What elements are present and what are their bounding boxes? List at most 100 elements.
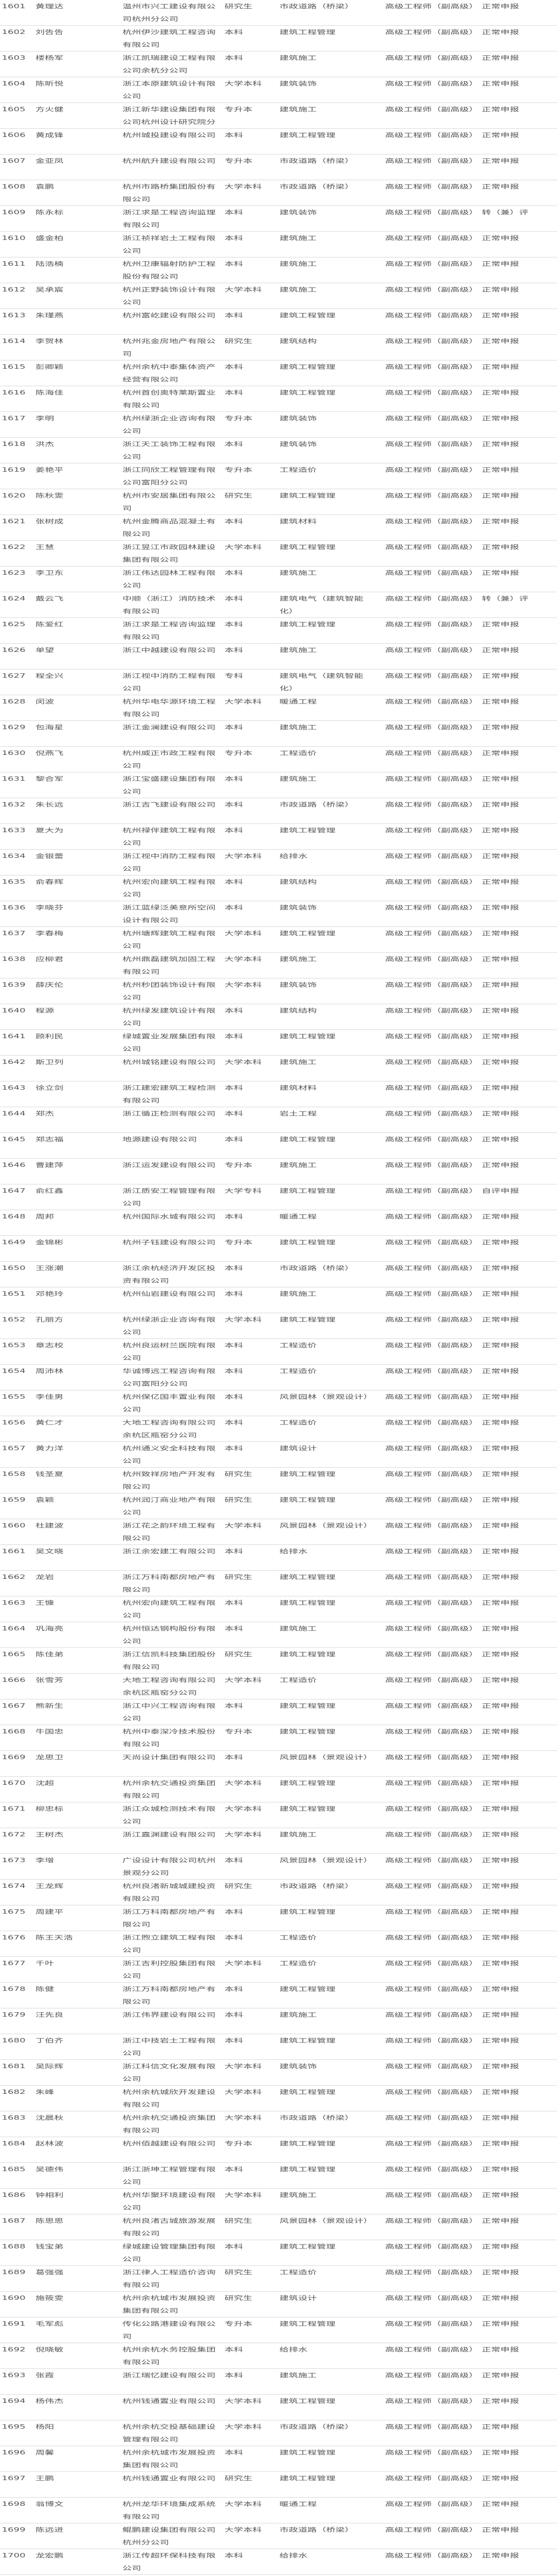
- table-row: 1688 钱宝弟 绿城建设管理集团有限公司 本科 建筑工程管理 高级工程师（副高级） 正常申…: [0, 2240, 557, 2266]
- company-name: 浙江昱江市政园林建设集团有限公司: [122, 544, 216, 563]
- table-row: 1604 陈昕悦 浙江本原建筑设计有限公司 大学本科 建筑装饰 高级工程师（副高级） 正常申…: [0, 77, 557, 103]
- major: 建筑工程管理: [279, 493, 336, 499]
- company-name: 杭州威正市政工程有限公司: [122, 750, 216, 769]
- major: 给排水: [279, 1548, 308, 1555]
- application-type: 正常申报: [481, 544, 519, 551]
- application-type: 正常申报: [481, 2372, 519, 2379]
- table-row: 1632 朱长远 浙江吉飞建设有限公司 本科 市政道路（桥梁） 高级工程师（副高级） 正常申…: [0, 798, 557, 824]
- table-row: 1665 陈佳弟 浙江信凯科技集团股份有限公司 研究生 建筑工程管理 高级工程师（副高级）…: [0, 1648, 557, 1674]
- education: 本科: [224, 55, 243, 61]
- major: 建筑工程管理: [279, 1986, 336, 1993]
- company-name: 浙江浙坤工程管理有限公司: [122, 2166, 216, 2185]
- major: 建筑工程管理: [279, 1471, 336, 1478]
- table-row: 1666 张雪芳 大地工程咨询有限公司余杭区瓶窑分公司 大学本科 工程造价 高级工程师（副…: [0, 1674, 557, 1699]
- title-level: 高级工程师（副高级）: [385, 2501, 479, 2508]
- table-row: 1677 千叶 浙江吉利控股集团有限公司 大学本科 工程造价 高级工程师（副高级） 正常申报: [0, 1957, 557, 1983]
- application-type: 正常申报: [481, 1213, 519, 1220]
- row-number: 1622: [2, 544, 26, 551]
- applicant-name: 陈远进: [35, 2527, 64, 2533]
- major: 市政道路（桥梁）: [279, 1265, 354, 1272]
- company-name: 杭州富屹建设有限公司: [122, 312, 216, 319]
- row-number: 1638: [2, 956, 26, 963]
- company-name: 浙江运发建设有限公司: [122, 1162, 216, 1169]
- application-type: 正常申报: [481, 2012, 519, 2018]
- education: 本科: [224, 621, 243, 628]
- application-type: 正常申报: [481, 570, 519, 576]
- table-row: 1675 周建平 浙江万科南都房地产有限公司 本科 建筑工程管理 高级工程师（副高级） 正常…: [0, 1905, 557, 1931]
- applicant-name: 杨伟杰: [35, 2398, 64, 2405]
- education: 本科: [224, 1394, 243, 1400]
- education: 专科: [224, 673, 243, 679]
- row-number: 1615: [2, 364, 26, 370]
- company-name: 浙江余杭经济开发区投资有限公司: [122, 1265, 216, 1284]
- applicant-name: 沈超: [35, 1780, 54, 1787]
- row-number: 1660: [2, 1522, 26, 1529]
- application-type: 正常申报: [481, 1677, 519, 1684]
- education: 本科: [224, 1754, 243, 1761]
- row-number: 1671: [2, 1806, 26, 1812]
- major: 建筑工程管理: [279, 1780, 336, 1787]
- education: 大学本科: [224, 544, 262, 551]
- education: 研究生: [224, 338, 252, 345]
- title-level: 高级工程师（副高级）: [385, 1342, 479, 1349]
- major: 建筑装饰: [279, 905, 317, 911]
- table-row: 1643 徐立剑 浙江建宏建筑工程检测有限公司 本科 建筑材料 高级工程师（副高级） 正常申…: [0, 1081, 557, 1107]
- education: 研究生: [224, 1471, 252, 1478]
- row-number: 1646: [2, 1162, 26, 1169]
- title-level: 高级工程师（副高级）: [385, 235, 479, 242]
- education: 专升本: [224, 158, 252, 164]
- application-type: 正常申报: [481, 1806, 519, 1812]
- education: 大学本科: [224, 1831, 262, 1838]
- table-row: 1647 俞红鑫 浙江质安工程管理有限公司 大学专科 建筑工程管理 高级工程师（副高级）自…: [0, 1184, 557, 1210]
- application-type: 正常申报: [481, 2140, 519, 2147]
- company-name: 杭州余杭中泰集体资产经营有限公司: [122, 364, 216, 383]
- application-type: 正常申报: [481, 2449, 519, 2456]
- title-level: 高级工程师（副高级）: [385, 544, 479, 551]
- major: 建筑设计: [279, 2295, 317, 2302]
- row-number: 1630: [2, 750, 26, 757]
- education: 本科: [224, 235, 243, 242]
- application-type: 正常申报: [481, 1059, 519, 1066]
- row-number: 1613: [2, 312, 26, 319]
- row-number: 1684: [2, 2140, 26, 2147]
- applicant-name: 钱圣夏: [35, 1471, 64, 1478]
- row-number: 1607: [2, 158, 26, 164]
- title-level: 高级工程师（副高级）: [385, 2012, 479, 2018]
- company-name: 浙江伟达园林工程有限公司: [122, 570, 216, 589]
- major: 市政道路（桥梁）: [279, 2527, 354, 2533]
- education: 本科: [224, 1625, 243, 1632]
- company-name: 杭州余杭交通投资集团有限公司: [122, 2115, 216, 2134]
- title-level: 高级工程师（副高级）: [385, 1703, 479, 1709]
- row-number: 1663: [2, 1600, 26, 1606]
- education: 专升本: [224, 1239, 252, 1246]
- company-name: 浙江中兴工程咨询有限公司: [122, 1703, 216, 1722]
- company-name: 杭州余杭城市发展投资集团有限公司: [122, 2295, 216, 2314]
- applicant-name: 吴文晓: [35, 1548, 64, 1555]
- title-level: 高级工程师（副高级）: [385, 106, 479, 113]
- title-level: 高级工程师（副高级）: [385, 158, 479, 164]
- major: 建筑装饰: [279, 982, 317, 988]
- applicant-name: 丁伯齐: [35, 2037, 64, 2044]
- application-type: 正常申报: [481, 1986, 519, 1993]
- major: 建筑施工: [279, 287, 317, 293]
- applicant-name: 闵波: [35, 699, 54, 705]
- major: 建筑工程管理: [279, 2398, 336, 2405]
- application-type: 正常申报: [481, 1703, 519, 1709]
- major: 建筑结构: [279, 338, 317, 345]
- table-row: 1686 钟相利 杭州华聚环境建设有限公司 大学本科 建筑施工 高级工程师（副高级） 正常申…: [0, 2189, 557, 2214]
- major: 工程造价: [279, 1960, 317, 1967]
- applicant-name: 吴际辉: [35, 2063, 64, 2070]
- title-level: 高级工程师（副高级）: [385, 1651, 479, 1658]
- education: 大学本科: [224, 956, 262, 963]
- row-number: 1658: [2, 1471, 26, 1478]
- major: 建筑施工: [279, 647, 317, 654]
- applicant-name: 盛金柏: [35, 235, 64, 242]
- application-type: 正常申报: [481, 184, 519, 190]
- education: 大学本科: [224, 2063, 262, 2070]
- application-type: 正常申报: [481, 802, 519, 808]
- title-level: 高级工程师（副高级）: [385, 415, 479, 422]
- major: 工程造价: [279, 1677, 317, 1684]
- application-type: 正常申报: [481, 390, 519, 396]
- major: 建筑工程管理: [279, 1033, 336, 1040]
- applicant-name: 程全兴: [35, 673, 64, 679]
